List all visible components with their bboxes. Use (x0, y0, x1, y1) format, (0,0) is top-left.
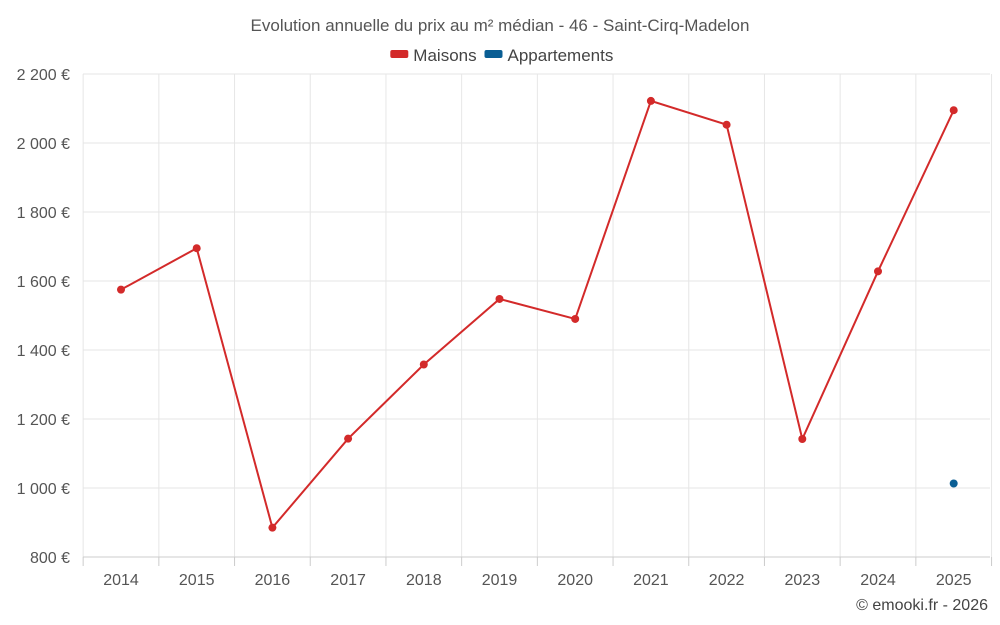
x-tick-label: 2021 (633, 572, 669, 589)
chart-title: Evolution annuelle du prix au m² médian … (251, 16, 750, 35)
x-tick-label: 2020 (557, 572, 593, 589)
legend-swatch-appartements (484, 50, 503, 58)
y-tick-label: 1 400 € (17, 343, 70, 360)
legend-swatch-maisons (390, 50, 409, 58)
x-tick-label: 2023 (785, 572, 821, 589)
x-tick-label: 2019 (482, 572, 518, 589)
x-tick-label: 2017 (330, 572, 366, 589)
data-point-maisons[interactable] (192, 244, 201, 253)
data-point-maisons[interactable] (344, 434, 353, 443)
data-point-maisons[interactable] (268, 523, 277, 532)
series-line-maisons (120, 99, 955, 530)
x-tick-label: 2022 (709, 572, 745, 589)
y-tick-label: 1 600 € (17, 274, 70, 291)
data-point-maisons[interactable] (646, 96, 655, 105)
x-tick-label: 2025 (936, 572, 972, 589)
x-tick-label: 2014 (103, 572, 139, 589)
x-axis-ticks: 2014 2015 2016 2017 2018 2019 2020 2021 2022 2023… (82, 557, 993, 589)
data-point-maisons[interactable] (571, 314, 580, 323)
y-tick-label: 1 800 € (17, 205, 70, 222)
data-point-maisons[interactable] (722, 120, 731, 129)
legend-label-maisons[interactable]: Maisons (413, 46, 476, 65)
x-tick-label: 2024 (860, 572, 896, 589)
x-tick-label: 2015 (179, 572, 215, 589)
data-point-appartements[interactable] (949, 479, 958, 488)
x-tick-label: 2018 (406, 572, 442, 589)
x-tick-label: 2016 (255, 572, 291, 589)
data-point-maisons[interactable] (117, 285, 125, 294)
y-tick-label: 800 € (30, 550, 70, 567)
data-point-maisons[interactable] (874, 267, 882, 276)
x-gridlines (82, 74, 993, 557)
data-point-maisons[interactable] (495, 294, 504, 303)
y-tick-label: 2 200 € (17, 67, 70, 84)
data-point-maisons[interactable] (949, 106, 958, 115)
legend: Maisons Appartements (390, 46, 613, 65)
y-axis-ticks: 800 € 1 000 € 1 200 € 1 400 € 1 600 € 1 800 €… (17, 67, 70, 567)
y-tick-label: 1 200 € (17, 412, 70, 429)
y-tick-label: 2 000 € (17, 136, 70, 153)
credit-text: © emooki.fr - 2026 (856, 597, 988, 614)
data-point-maisons[interactable] (419, 360, 428, 369)
legend-label-appartements[interactable]: Appartements (508, 46, 614, 65)
data-point-maisons[interactable] (798, 435, 807, 444)
y-gridlines (83, 73, 990, 489)
series-group (117, 96, 958, 532)
y-tick-label: 1 000 € (17, 481, 70, 498)
